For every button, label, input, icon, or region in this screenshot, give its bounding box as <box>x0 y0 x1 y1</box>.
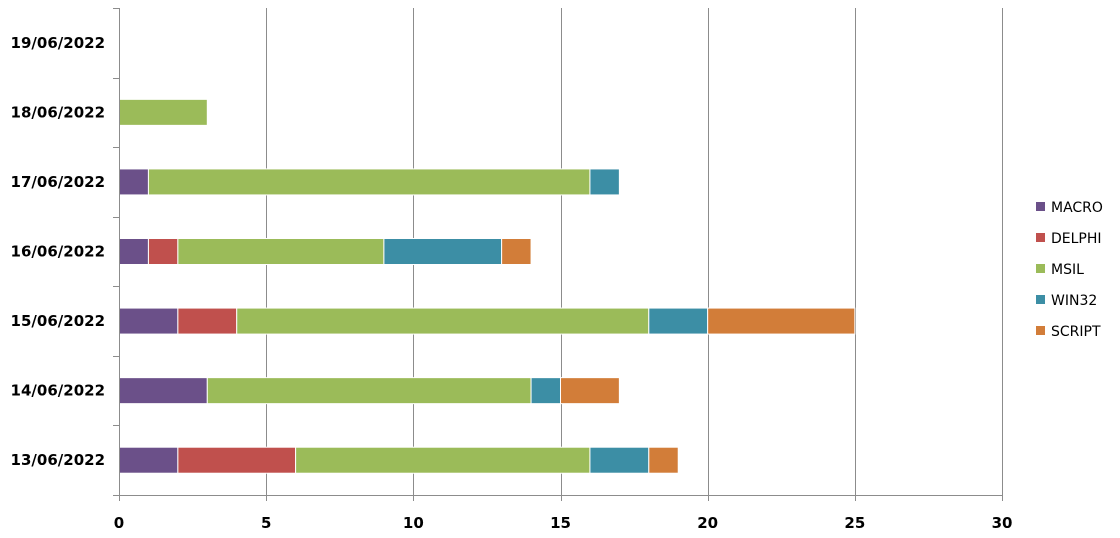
labels-layer: 13/06/2022 14/06/2022 15/06/2022 16/06/2022… <box>11 34 1013 532</box>
bar-macro-14-06-2022 <box>118 377 208 405</box>
bar-msil-13-06-2022 <box>295 446 591 474</box>
legend-label-delphi: DELPHI <box>1051 231 1102 247</box>
bar-delphi-15-06-2022 <box>177 307 238 335</box>
category-label: 19/06/2022 <box>11 34 105 52</box>
bar-macro-15-06-2022 <box>118 307 179 335</box>
legend-swatch-script <box>1036 326 1045 335</box>
bar-win32-13-06-2022 <box>589 446 650 474</box>
category-label: 14/06/2022 <box>11 382 105 400</box>
legend-label-win32: WIN32 <box>1051 293 1097 309</box>
legend: MACRO DELPHI MSIL WIN32 SCRIPT <box>1036 200 1103 340</box>
x-tick-label: 0 <box>114 514 124 532</box>
bar-script-15-06-2022 <box>707 307 856 335</box>
x-tick-label: 15 <box>550 514 571 532</box>
bar-macro-16-06-2022 <box>118 238 149 265</box>
bar-win32-16-06-2022 <box>383 238 503 265</box>
category-label: 17/06/2022 <box>11 173 105 191</box>
bar-script-16-06-2022 <box>501 238 532 265</box>
bar-win32-17-06-2022 <box>589 168 620 196</box>
x-tick-label: 5 <box>261 514 271 532</box>
axis-layer <box>113 8 1003 501</box>
bar-msil-16-06-2022 <box>177 238 385 265</box>
bar-macro-17-06-2022 <box>118 168 149 196</box>
x-tick-label: 25 <box>844 514 865 532</box>
category-label: 18/06/2022 <box>11 103 105 121</box>
bar-script-13-06-2022 <box>648 446 679 474</box>
bar-delphi-16-06-2022 <box>147 238 179 265</box>
legend-label-msil: MSIL <box>1051 262 1084 278</box>
bar-win32-15-06-2022 <box>648 307 709 335</box>
category-label: 16/06/2022 <box>11 243 105 261</box>
bar-msil-14-06-2022 <box>206 377 532 405</box>
x-tick-label: 10 <box>403 514 424 532</box>
legend-swatch-macro <box>1036 202 1045 211</box>
bar-macro-13-06-2022 <box>118 446 179 474</box>
legend-swatch-win32 <box>1036 295 1045 304</box>
legend-swatch-delphi <box>1036 233 1045 242</box>
category-label: 15/06/2022 <box>11 312 105 330</box>
bar-script-14-06-2022 <box>560 377 620 405</box>
x-tick-label: 30 <box>992 514 1013 532</box>
legend-label-script: SCRIPT <box>1051 324 1101 340</box>
x-tick-label: 20 <box>697 514 718 532</box>
legend-label-macro: MACRO <box>1051 200 1103 216</box>
bar-win32-14-06-2022 <box>530 377 561 405</box>
category-label: 13/06/2022 <box>11 451 105 469</box>
bar-delphi-13-06-2022 <box>177 446 297 474</box>
bar-msil-17-06-2022 <box>147 168 591 196</box>
bar-msil-15-06-2022 <box>236 307 650 335</box>
bar-msil-18-06-2022 <box>118 98 208 126</box>
bars-layer <box>118 98 856 474</box>
legend-swatch-msil <box>1036 264 1045 273</box>
grid-layer <box>266 8 1003 495</box>
